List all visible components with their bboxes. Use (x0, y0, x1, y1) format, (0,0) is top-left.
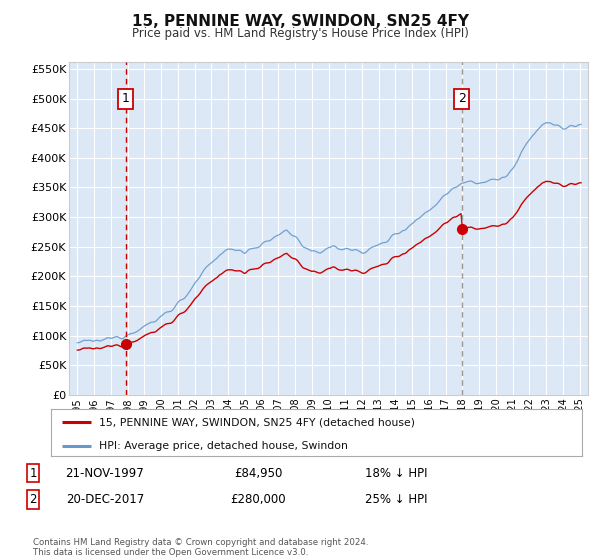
Text: 1: 1 (122, 92, 130, 105)
Text: 2: 2 (29, 493, 37, 506)
Text: HPI: Average price, detached house, Swindon: HPI: Average price, detached house, Swin… (99, 441, 347, 451)
Text: 25% ↓ HPI: 25% ↓ HPI (365, 493, 427, 506)
Text: 18% ↓ HPI: 18% ↓ HPI (365, 466, 427, 480)
Text: Contains HM Land Registry data © Crown copyright and database right 2024.
This d: Contains HM Land Registry data © Crown c… (33, 538, 368, 557)
Text: 20-DEC-2017: 20-DEC-2017 (66, 493, 144, 506)
Text: £280,000: £280,000 (230, 493, 286, 506)
Text: 1: 1 (29, 466, 37, 480)
Text: 15, PENNINE WAY, SWINDON, SN25 4FY (detached house): 15, PENNINE WAY, SWINDON, SN25 4FY (deta… (99, 417, 415, 427)
Text: £84,950: £84,950 (234, 466, 282, 480)
Text: 21-NOV-1997: 21-NOV-1997 (65, 466, 145, 480)
Text: 2: 2 (458, 92, 466, 105)
Text: Price paid vs. HM Land Registry's House Price Index (HPI): Price paid vs. HM Land Registry's House … (131, 27, 469, 40)
Text: 15, PENNINE WAY, SWINDON, SN25 4FY: 15, PENNINE WAY, SWINDON, SN25 4FY (131, 14, 469, 29)
